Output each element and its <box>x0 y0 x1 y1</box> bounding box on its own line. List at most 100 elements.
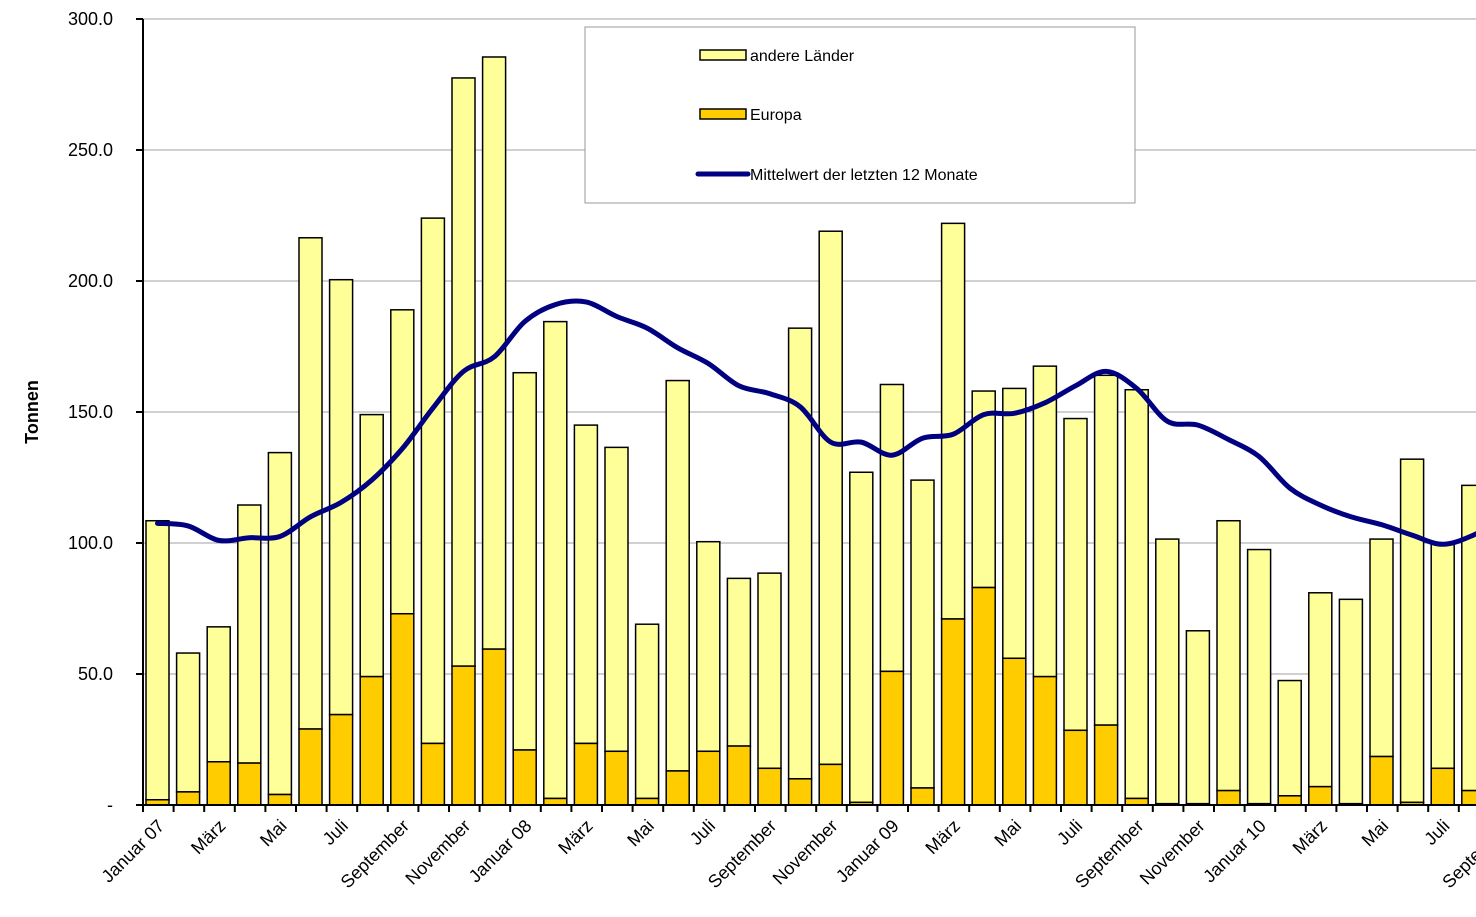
legend: andere Länder Europa Mittelwert der letz… <box>584 26 1136 204</box>
y-tick-label: 50.0 <box>78 664 113 684</box>
bar-andere-laender <box>910 479 935 789</box>
bar-andere-laender <box>1430 542 1455 770</box>
x-tick-label: Juli <box>1053 816 1086 849</box>
bar-europa <box>298 728 323 806</box>
bar-andere-laender <box>849 471 874 804</box>
y-axis-label: Tonnen <box>22 380 42 444</box>
x-tick-label: März <box>554 816 596 858</box>
bar-andere-laender <box>390 309 415 615</box>
legend-label-andere-laender: andere Länder <box>750 48 855 65</box>
bar-andere-laender <box>359 413 384 678</box>
bar-europa <box>481 648 507 806</box>
x-tick-label: Mai <box>1358 816 1393 851</box>
bar-andere-laender <box>298 237 323 730</box>
bar-andere-laender <box>1399 458 1425 804</box>
bar-europa <box>665 770 690 806</box>
bar-andere-laender <box>1093 374 1119 726</box>
legend-label-europa: Europa <box>750 107 802 124</box>
bar-europa <box>1216 789 1241 806</box>
bar-europa <box>237 762 262 806</box>
bar-europa <box>757 767 782 806</box>
bar-andere-laender <box>665 379 690 772</box>
bar-andere-laender <box>573 424 599 745</box>
bar-andere-laender <box>787 327 813 780</box>
x-tick-label: März <box>1289 816 1331 858</box>
y-tick-label: - <box>107 795 113 815</box>
x-tick-label: November <box>1136 816 1209 889</box>
bar-europa <box>1369 755 1394 806</box>
bar-europa <box>1308 785 1333 806</box>
bar-andere-laender <box>1032 365 1058 678</box>
y-tick-label: 150.0 <box>68 402 113 422</box>
legend-swatch-andere-laender <box>699 49 747 61</box>
bar-europa <box>696 750 721 806</box>
bar-andere-laender <box>481 56 507 650</box>
bar-andere-laender <box>1308 592 1333 788</box>
bar-europa <box>451 665 476 806</box>
bar-andere-laender <box>1369 538 1394 758</box>
x-tick-label: März <box>922 816 964 858</box>
x-tick-label: Mai <box>990 816 1025 851</box>
bar-europa <box>390 612 415 806</box>
bar-europa <box>604 750 629 806</box>
bar-andere-laender <box>1338 598 1364 805</box>
bar-andere-laender <box>1246 548 1272 805</box>
bar-andere-laender <box>512 371 537 751</box>
bar-europa <box>1002 657 1027 806</box>
bar-andere-laender <box>879 383 905 673</box>
bar-andere-laender <box>145 519 170 801</box>
y-tick-label: 300.0 <box>68 9 113 29</box>
y-tick-label: 100.0 <box>68 533 113 553</box>
bar-europa <box>1430 767 1455 806</box>
bar-europa <box>971 586 996 806</box>
bar-europa <box>1032 675 1058 806</box>
bar-europa <box>206 761 231 806</box>
y-tick-label: 200.0 <box>68 271 113 291</box>
bar-andere-laender <box>726 577 752 747</box>
bar-andere-laender <box>696 540 721 753</box>
x-tick-label: Mai <box>623 816 658 851</box>
bar-andere-laender <box>1063 417 1088 732</box>
bar-andere-laender <box>1216 519 1241 792</box>
y-tick-labels: - 50.0 100.0 150.0 200.0 250.0 300.0 <box>68 9 113 815</box>
bar-andere-laender <box>604 446 629 753</box>
bar-andere-laender <box>1277 679 1302 797</box>
bar-europa <box>512 749 537 806</box>
axes <box>136 18 1476 812</box>
x-tick-label: Januar 10 <box>1199 816 1270 887</box>
x-tick-labels: Januar 07 März Mai JuliSeptemberNovemberJan… <box>98 816 1476 892</box>
bar-andere-laender <box>543 320 568 800</box>
legend-label-average-line: Mittelwert der letzten 12 Monate <box>750 167 978 184</box>
bar-andere-laender <box>1461 484 1476 792</box>
bar-andere-laender <box>1124 388 1149 800</box>
bar-europa <box>940 618 966 806</box>
bar-andere-laender <box>757 572 782 770</box>
bar-series <box>145 56 1476 806</box>
bar-andere-laender <box>237 504 262 764</box>
bar-europa <box>267 793 293 806</box>
x-tick-label: Januar 07 <box>98 816 169 887</box>
average-line-series <box>155 298 1476 547</box>
bar-europa <box>726 745 752 806</box>
bar-andere-laender <box>206 626 231 763</box>
bar-europa <box>818 763 843 806</box>
bar-andere-laender <box>818 230 843 766</box>
bar-andere-laender <box>634 623 660 800</box>
x-tick-label: Juli <box>686 816 719 849</box>
legend-box <box>584 26 1136 204</box>
x-tick-label: Juli <box>319 816 352 849</box>
bar-europa <box>175 791 201 806</box>
average-line <box>155 298 1476 547</box>
bar-andere-laender <box>267 451 293 796</box>
bar-europa <box>1277 795 1302 806</box>
y-tick-label: 250.0 <box>68 140 113 160</box>
x-tick-label: Juli <box>1420 816 1453 849</box>
bar-europa <box>1063 729 1088 806</box>
bar-europa <box>420 742 446 806</box>
x-tick-label: Januar 09 <box>832 816 903 887</box>
bar-andere-laender <box>1155 538 1180 805</box>
legend-swatch-europa <box>699 108 747 120</box>
bar-andere-laender <box>1002 387 1027 660</box>
x-tick-label: Mai <box>256 816 291 851</box>
